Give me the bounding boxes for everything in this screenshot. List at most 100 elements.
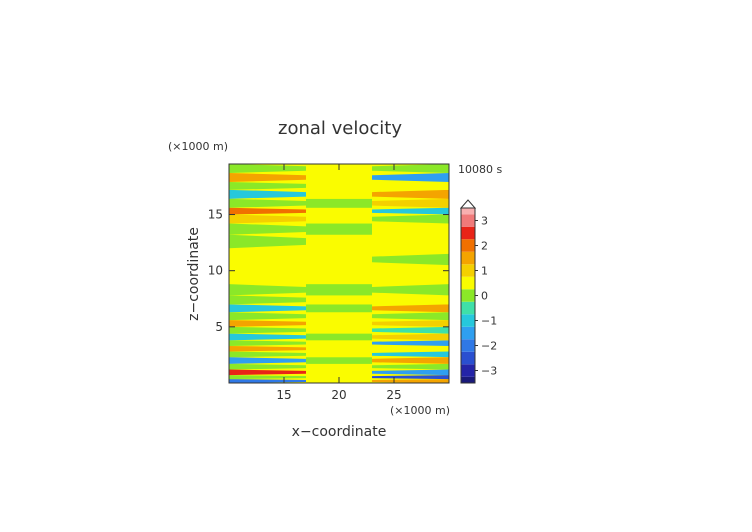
x-axis-label: x−coordinate xyxy=(292,424,387,440)
colorbar-extend-arrow xyxy=(459,199,477,209)
y-axis-label: z−coordinate xyxy=(186,227,202,321)
heatmap-band-left xyxy=(229,333,306,341)
chart-title: zonal velocity xyxy=(278,118,402,139)
colorbar-swatch xyxy=(461,351,475,365)
heatmap-band-right xyxy=(372,363,449,370)
x-tick-label: 25 xyxy=(386,388,401,402)
heatmap-band-right xyxy=(372,357,449,364)
colorbar-swatch xyxy=(461,289,475,302)
colorbar-swatch xyxy=(461,364,475,377)
heatmap-band-left xyxy=(229,198,306,208)
heatmap-band-left xyxy=(229,369,306,376)
heatmap-band-right xyxy=(372,189,449,199)
heatmap-band-right xyxy=(372,340,449,346)
colorbar-swatch xyxy=(461,314,475,327)
heatmap-band-left xyxy=(229,284,306,296)
colorbar-swatch xyxy=(461,264,475,277)
colorbar: 3 2 1 0 −1 −2 −3 xyxy=(459,199,497,384)
heatmap-band-center xyxy=(306,312,372,321)
colorbar-swatch xyxy=(461,251,475,265)
heatmap-band-right xyxy=(372,234,449,249)
heatmap-band-center xyxy=(306,172,372,182)
heatmap-band-right xyxy=(372,345,449,352)
heatmap-band-center xyxy=(306,333,372,341)
colorbar-swatch xyxy=(461,376,475,383)
heatmap-band-left xyxy=(229,326,306,334)
heatmap-band-left xyxy=(229,345,306,352)
colorbar-swatch xyxy=(461,301,475,315)
heatmap-band-center xyxy=(306,295,372,305)
heatmap-band-right xyxy=(372,295,449,305)
heatmap-band-left xyxy=(229,189,306,199)
heatmap-band-right xyxy=(372,198,449,208)
heatmap-band-right xyxy=(372,214,449,224)
heatmap-band-right xyxy=(372,375,449,380)
heatmap-band-right xyxy=(372,223,449,235)
y-tick-label: 10 xyxy=(208,264,223,278)
heatmap-band-center xyxy=(306,253,372,266)
heatmap-band-center xyxy=(306,223,372,235)
heatmap-band-left xyxy=(229,304,306,313)
colorbar-swatch xyxy=(461,339,475,352)
heatmap-band-left xyxy=(229,379,306,383)
heatmap-band-center xyxy=(306,234,372,249)
x-axis-unit: (×1000 m) xyxy=(390,404,450,417)
heatmap-band-left xyxy=(229,357,306,364)
heatmap-field xyxy=(229,164,449,383)
heatmap-band-center xyxy=(306,351,372,358)
axis-ticks: 15 20 25 5 10 15 xyxy=(208,164,449,402)
heatmap-band-right xyxy=(372,333,449,341)
heatmap-band-left xyxy=(229,363,306,370)
heatmap-band-right xyxy=(372,312,449,321)
heatmap-band-right xyxy=(372,181,449,190)
heatmap-band-center xyxy=(306,189,372,199)
heatmap-band-center xyxy=(306,304,372,313)
heatmap-band-center xyxy=(306,369,372,376)
heatmap-band-left xyxy=(229,223,306,235)
x-tick-label: 15 xyxy=(276,388,291,402)
time-label: 10080 s xyxy=(458,163,502,176)
y-tick-label: 5 xyxy=(215,320,223,334)
heatmap-band-center xyxy=(306,326,372,334)
heatmap-band-right xyxy=(372,164,449,173)
heatmap-band-right xyxy=(372,207,449,215)
colorbar-tick-label: −3 xyxy=(481,365,497,378)
colorbar-swatch xyxy=(461,276,475,290)
heatmap-band-right xyxy=(372,172,449,182)
colorbar-tick-label: −2 xyxy=(481,340,497,353)
heatmap-band-center xyxy=(306,357,372,364)
heatmap-band-right xyxy=(372,369,449,376)
colorbar-tick-label: 1 xyxy=(481,265,488,278)
heatmap-band-right xyxy=(372,304,449,313)
heatmap-band-left xyxy=(229,320,306,327)
heatmap-band-center xyxy=(306,181,372,190)
heatmap-band-left xyxy=(229,164,306,173)
heatmap-band-left xyxy=(229,375,306,380)
heatmap-band-left xyxy=(229,234,306,249)
heatmap-band-center xyxy=(306,345,372,352)
heatmap-band-left xyxy=(229,340,306,346)
y-axis-unit: (×1000 m) xyxy=(168,140,228,153)
heatmap-band-center xyxy=(306,198,372,208)
heatmap-band-center xyxy=(306,214,372,224)
y-tick-label: 15 xyxy=(208,208,223,222)
colorbar-tick-label: 3 xyxy=(481,215,488,228)
heatmap-band-center xyxy=(306,320,372,327)
heatmap-band-center xyxy=(306,284,372,296)
heatmap-band-right xyxy=(372,284,449,296)
colorbar-tick-label: 0 xyxy=(481,290,488,303)
colorbar-tick-label: 2 xyxy=(481,240,488,253)
heatmap-band-left xyxy=(229,214,306,224)
heatmap-band-left xyxy=(229,172,306,182)
colorbar-swatch xyxy=(461,226,475,240)
colorbar-swatch xyxy=(461,239,475,252)
heatmap-band-left xyxy=(229,312,306,321)
heatmap-band-left xyxy=(229,181,306,190)
heatmap-band-center xyxy=(306,340,372,346)
heatmap-band-left xyxy=(229,295,306,305)
heatmap-band-right xyxy=(372,326,449,334)
heatmap-band-right xyxy=(372,320,449,327)
heatmap-band-center xyxy=(306,207,372,215)
x-tick-label: 20 xyxy=(331,388,346,402)
